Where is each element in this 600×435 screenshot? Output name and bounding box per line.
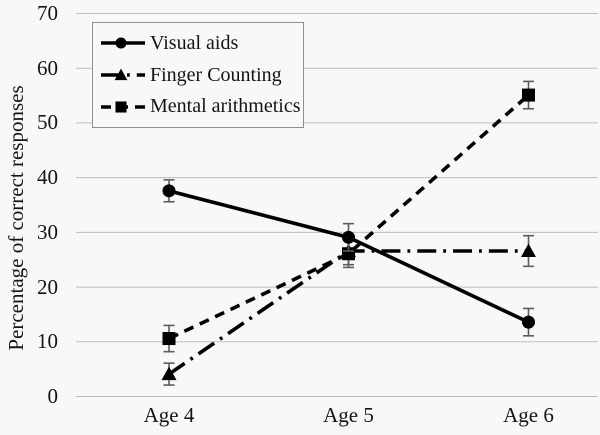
markers-visual-aids [162, 184, 535, 329]
legend-marker-triangle-icon [101, 68, 145, 81]
y-tick-label: 20 [37, 274, 58, 299]
legend-item-finger-counting: Finger Counting [101, 64, 303, 87]
y-tick-label: 70 [37, 1, 58, 25]
y-tick-label: 50 [37, 110, 58, 135]
legend-label: Visual aids [150, 31, 239, 54]
y-tick-label: 30 [37, 219, 58, 244]
legend-item-visual-aids: Visual aids [101, 32, 303, 55]
x-tick-label-age-6: Age 6 [503, 403, 554, 427]
legend-label: Finger Counting [150, 63, 282, 86]
y-tick-label: 10 [37, 329, 58, 354]
series-visual-aids [162, 179, 535, 337]
legend-item-mental-arithmetics: Mental arithmetics [101, 95, 303, 118]
y-tick-label: 40 [37, 165, 58, 190]
legend: Visual aids Finger Counting Mental arithme… [92, 22, 304, 128]
legend-marker-circle-icon [101, 37, 145, 49]
y-tick-label: 0 [47, 384, 59, 408]
x-tick-label-age-4: Age 4 [143, 403, 195, 427]
legend-marker-square-icon [101, 101, 145, 113]
x-tick-label-age-5: Age 5 [323, 403, 374, 427]
legend-label: Mental arithmetics [150, 95, 301, 118]
y-tick-label: 60 [37, 55, 58, 80]
